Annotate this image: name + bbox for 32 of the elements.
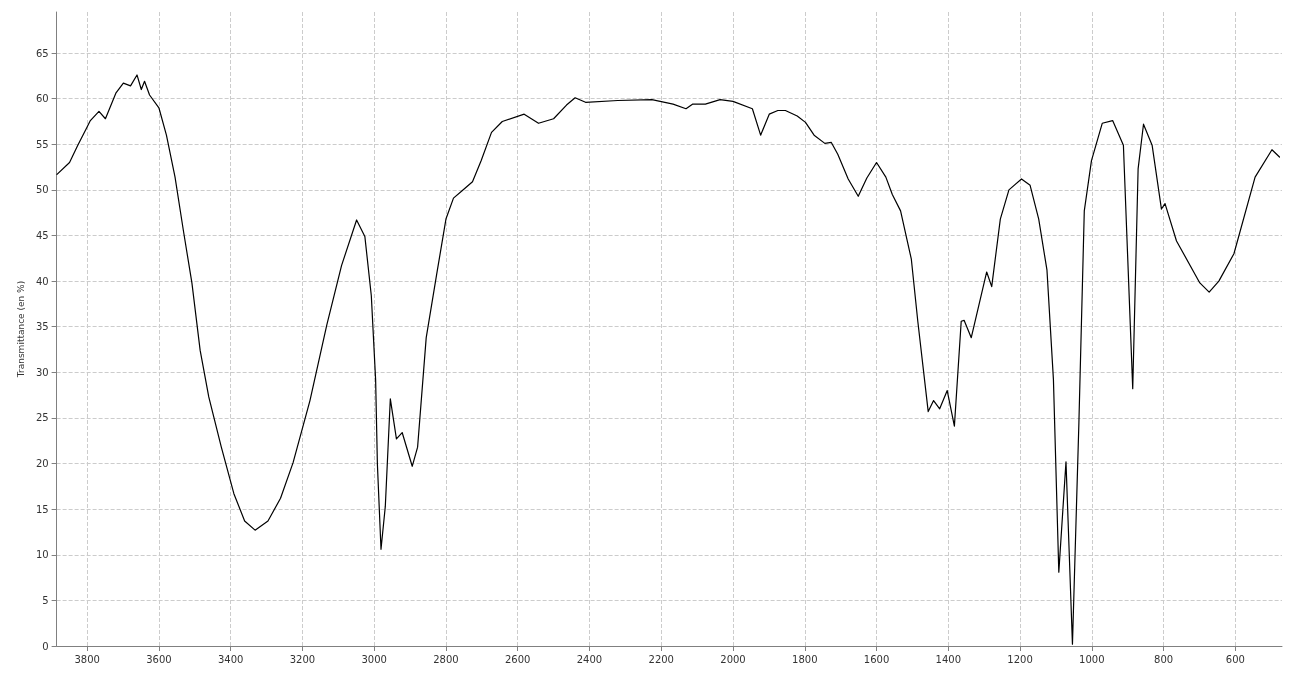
x-tick-label: 2600 <box>504 653 531 665</box>
x-tick-label: 2400 <box>576 653 603 665</box>
y-tick-label: 20 <box>35 458 49 470</box>
x-tick-label: 1800 <box>792 653 818 665</box>
x-tick-label: 2200 <box>648 653 674 665</box>
y-tick-label: 40 <box>35 275 49 287</box>
y-tick-label: 10 <box>35 549 49 561</box>
x-tick-label: 1200 <box>1007 653 1033 665</box>
x-tick-label: 3800 <box>74 653 100 665</box>
x-tick-label: 2000 <box>720 653 746 665</box>
x-tick-label: 3000 <box>361 653 387 665</box>
y-tick-label: 25 <box>35 412 49 424</box>
x-tick-label: 800 <box>1154 653 1174 665</box>
y-axis-title: Transmittance (en %) <box>15 280 26 379</box>
y-tick-label: 65 <box>35 47 49 59</box>
y-tick-label: 5 <box>42 594 49 606</box>
x-tick-label: 2800 <box>433 653 459 665</box>
x-tick-label: 3600 <box>146 653 172 665</box>
y-tick-label: 0 <box>42 640 49 652</box>
x-tick-label: 600 <box>1225 653 1245 665</box>
y-tick-label: 45 <box>35 230 49 241</box>
y-tick-label: 60 <box>35 93 49 105</box>
y-tick-label: 55 <box>35 138 49 150</box>
y-tick-label: 50 <box>35 184 49 196</box>
y-tick-label: 35 <box>35 321 49 333</box>
x-tick-label: 1400 <box>935 653 962 665</box>
x-tick-label: 3200 <box>289 653 316 665</box>
y-tick-label: 15 <box>35 503 49 515</box>
x-tick-label: 1600 <box>863 653 890 665</box>
x-tick-label: 3400 <box>217 653 244 665</box>
y-tick-label: 30 <box>35 366 49 378</box>
x-tick-label: 1000 <box>1079 653 1105 665</box>
